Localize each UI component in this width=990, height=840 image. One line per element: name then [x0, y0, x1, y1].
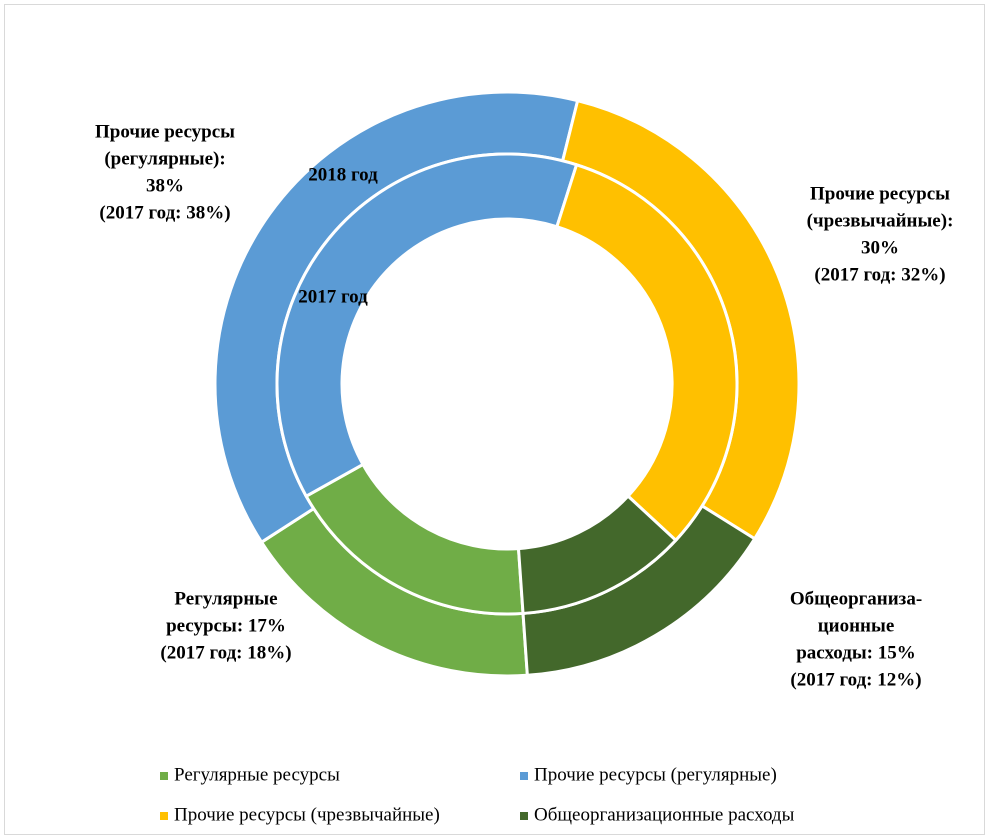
doughnut-segment: [275, 152, 579, 499]
data-label: ционные: [818, 615, 895, 636]
doughnut-segment: [516, 493, 678, 616]
legend-label: Регулярные ресурсы: [174, 764, 340, 785]
legend-swatch: [160, 812, 168, 820]
data-label: (2017 год: 38%): [99, 202, 230, 223]
legend-swatch: [520, 772, 528, 780]
data-label: (регулярные):: [104, 148, 225, 169]
data-label: 30%: [861, 237, 899, 258]
data-label: 38%: [146, 175, 184, 196]
data-label: (2017 год: 12%): [790, 669, 921, 690]
data-label: (2017 год: 32%): [814, 264, 945, 285]
data-label: ресурсы: 17%: [166, 615, 286, 636]
legend-swatch: [520, 812, 528, 820]
data-label: Прочие ресурсы: [810, 183, 950, 204]
legend-swatch: [160, 772, 168, 780]
data-label: Общеорганиза-: [790, 588, 922, 609]
data-label: (чрезвычайные):: [807, 210, 954, 231]
legend-label: Прочие ресурсы (чрезвычайные): [174, 804, 440, 825]
ring-label: 2017 год: [298, 286, 368, 307]
data-label: Прочие ресурсы: [95, 121, 235, 142]
legend-label: Прочие ресурсы (регулярные): [534, 764, 777, 785]
legend-label: Общеорганизационные расходы: [534, 804, 795, 825]
data-label: (2017 год: 18%): [160, 642, 291, 663]
ring-label: 2018 год: [308, 164, 378, 185]
data-label: Регулярные: [174, 588, 277, 609]
doughnut-segment: [555, 162, 739, 543]
data-label: расходы: 15%: [796, 642, 916, 663]
